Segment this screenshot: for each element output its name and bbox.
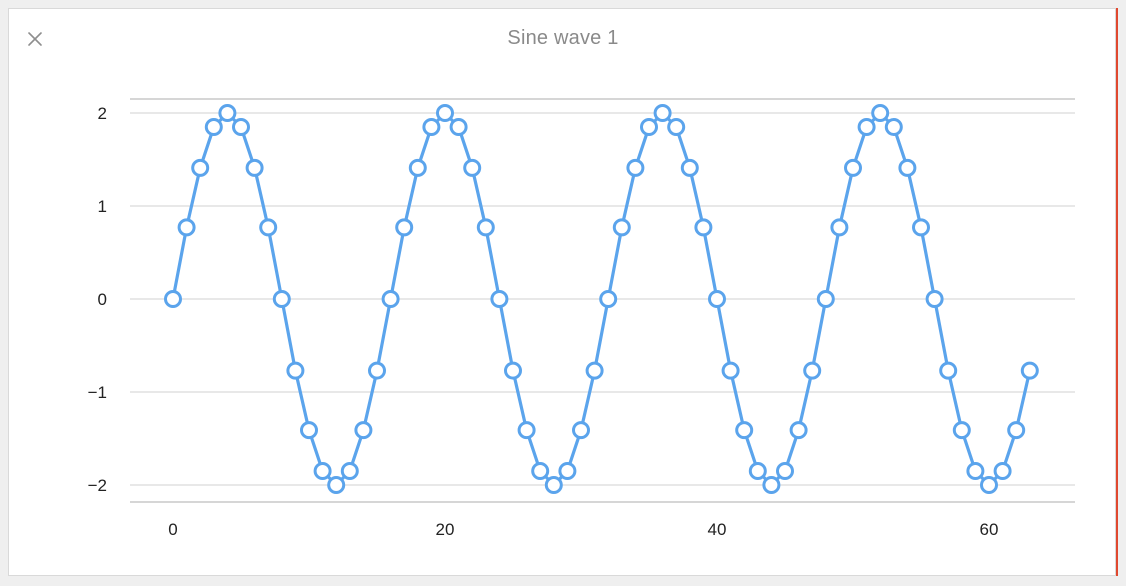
data-point[interactable] — [490, 290, 509, 308]
data-point[interactable] — [408, 158, 427, 177]
data-point[interactable] — [612, 218, 631, 237]
data-point[interactable] — [286, 361, 305, 380]
data-point[interactable] — [245, 158, 264, 177]
data-point[interactable] — [626, 158, 645, 177]
data-point[interactable] — [857, 117, 876, 136]
data-point[interactable] — [463, 158, 482, 177]
data-point[interactable] — [218, 104, 237, 122]
data-point[interactable] — [191, 158, 210, 177]
data-point[interactable] — [204, 117, 223, 136]
data-point[interactable] — [449, 117, 468, 136]
data-point[interactable] — [898, 158, 917, 177]
data-point[interactable] — [504, 361, 522, 380]
data-point[interactable] — [830, 218, 849, 237]
series-layer — [164, 104, 1039, 494]
data-point[interactable] — [164, 290, 182, 308]
data-point[interactable] — [816, 290, 835, 308]
data-point[interactable] — [803, 361, 822, 380]
close-icon[interactable] — [23, 27, 47, 51]
data-point[interactable] — [884, 117, 903, 136]
x-tick-label: 40 — [708, 520, 727, 539]
data-point[interactable] — [232, 117, 250, 136]
data-point[interactable] — [436, 104, 454, 122]
y-tick-label: 2 — [98, 104, 107, 123]
data-point[interactable] — [1007, 421, 1026, 440]
data-point[interactable] — [585, 361, 604, 380]
data-point[interactable] — [313, 462, 332, 481]
data-point[interactable] — [735, 421, 754, 440]
data-point[interactable] — [721, 361, 740, 380]
x-tick-label: 0 — [168, 520, 177, 539]
data-point[interactable] — [667, 117, 686, 136]
x-tick-label: 60 — [980, 520, 999, 539]
y-tick-label: −1 — [88, 383, 107, 402]
data-point[interactable] — [694, 218, 713, 237]
data-point[interactable] — [327, 476, 346, 494]
data-point[interactable] — [939, 361, 958, 380]
data-point[interactable] — [517, 421, 536, 440]
y-tick-label: 1 — [98, 197, 107, 216]
x-tick-labels: 0 20 40 60 — [168, 520, 998, 539]
data-point[interactable] — [340, 462, 359, 481]
data-point[interactable] — [952, 421, 971, 440]
y-tick-label: 0 — [98, 290, 107, 309]
data-point[interactable] — [776, 462, 794, 481]
x-tick-label: 20 — [436, 520, 455, 539]
data-point[interactable] — [748, 462, 767, 481]
data-point[interactable] — [680, 158, 699, 177]
y-tick-label: −2 — [88, 476, 107, 495]
data-point[interactable] — [925, 290, 944, 308]
data-point[interactable] — [599, 290, 618, 308]
data-point[interactable] — [912, 218, 930, 237]
window-edge-accent — [1116, 8, 1118, 576]
data-point[interactable] — [789, 421, 808, 440]
data-point[interactable] — [354, 421, 373, 440]
data-point[interactable] — [259, 218, 278, 237]
data-point[interactable] — [544, 476, 563, 494]
data-point[interactable] — [368, 361, 386, 380]
data-point[interactable] — [381, 290, 400, 308]
data-point[interactable] — [272, 290, 291, 308]
data-point[interactable] — [993, 462, 1012, 481]
series-line — [171, 111, 1032, 487]
data-point[interactable] — [708, 290, 726, 308]
data-point[interactable] — [531, 462, 550, 481]
data-point[interactable] — [653, 104, 672, 122]
data-point[interactable] — [844, 158, 862, 177]
data-point[interactable] — [640, 117, 658, 136]
data-point[interactable] — [395, 218, 414, 237]
data-point[interactable] — [177, 218, 196, 237]
data-point[interactable] — [762, 476, 781, 494]
y-tick-labels: 2 1 0 −1 −2 — [88, 104, 107, 495]
data-point[interactable] — [572, 421, 590, 440]
chart-title: Sine wave 1 — [507, 27, 619, 49]
data-point[interactable] — [1020, 361, 1039, 380]
data-point[interactable] — [476, 218, 495, 237]
data-point[interactable] — [300, 421, 318, 440]
data-point[interactable] — [871, 104, 890, 122]
data-point[interactable] — [558, 462, 577, 481]
data-point[interactable] — [422, 117, 441, 136]
data-point[interactable] — [980, 476, 998, 494]
data-point[interactable] — [966, 462, 985, 481]
